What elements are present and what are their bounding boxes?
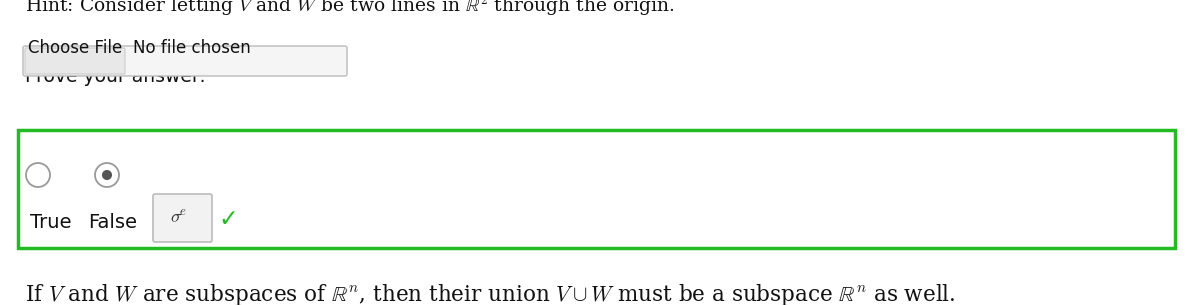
Text: False: False (88, 213, 137, 231)
Text: If $V$ and $W$ are subspaces of $\mathbb{R}^n$, then their union $V \cup W$ must: If $V$ and $W$ are subspaces of $\mathbb… (25, 282, 955, 305)
Text: ✓: ✓ (218, 207, 238, 231)
Circle shape (95, 163, 119, 187)
Text: No file chosen: No file chosen (133, 39, 251, 57)
Text: Prove your answer:: Prove your answer: (25, 66, 205, 85)
Circle shape (102, 170, 112, 180)
FancyBboxPatch shape (25, 48, 125, 74)
Text: True: True (30, 213, 72, 231)
Text: Hint: Consider letting $V$ and $W$ be two lines in $\mathbb{R}^2$ through the or: Hint: Consider letting $V$ and $W$ be tw… (25, 0, 676, 18)
Circle shape (26, 163, 50, 187)
Bar (18, 130, 1175, 248)
Text: $\sigma^{\!e}$: $\sigma^{\!e}$ (169, 209, 186, 227)
Text: Choose File: Choose File (28, 39, 122, 57)
FancyBboxPatch shape (154, 194, 212, 242)
FancyBboxPatch shape (23, 46, 347, 76)
